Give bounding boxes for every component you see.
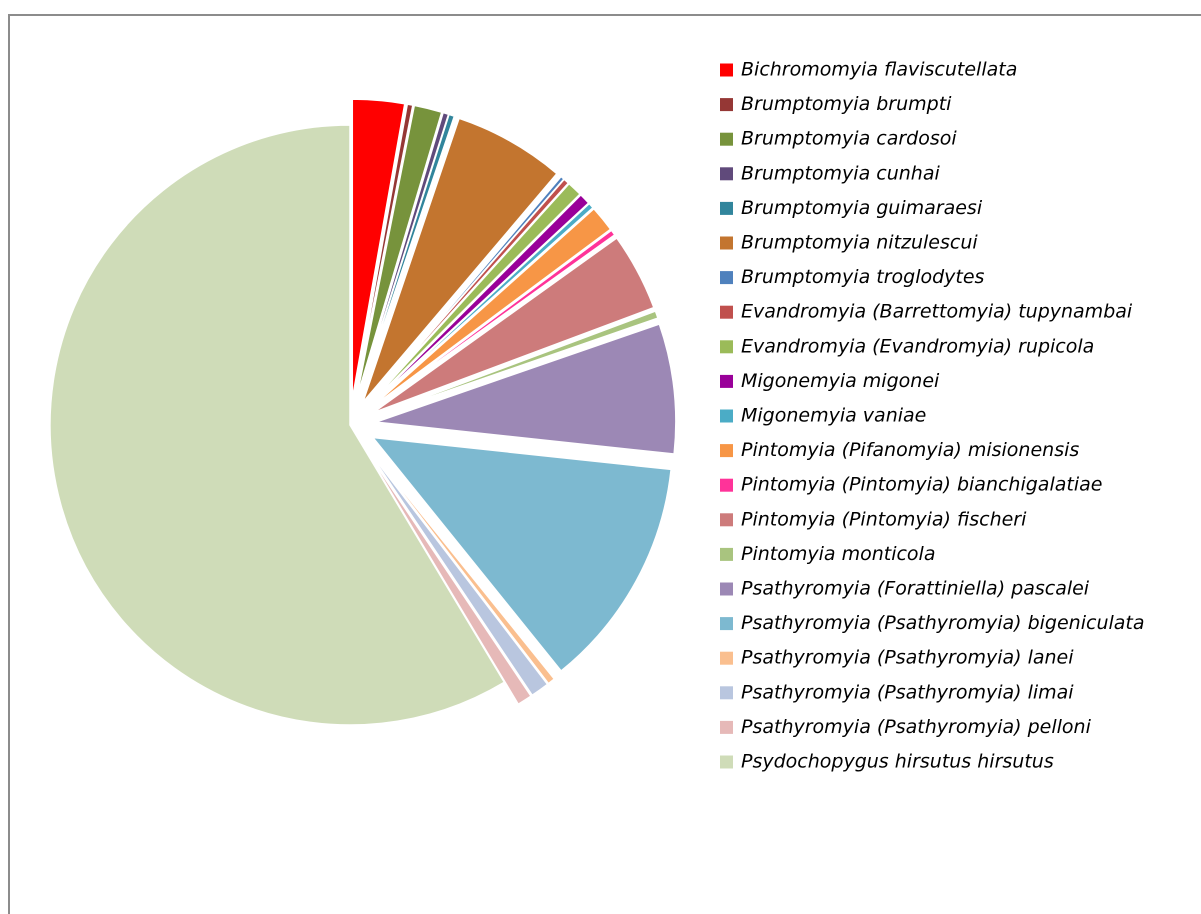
legend-swatch	[720, 374, 733, 388]
pie-slice	[366, 178, 570, 407]
pie-slice	[362, 117, 558, 403]
legend-label: Brumptomyia cunhai	[741, 162, 940, 184]
pie-slice	[364, 445, 549, 697]
legend-swatch	[720, 236, 733, 250]
legend-swatch	[720, 617, 733, 631]
legend-label: Migonemyia vaniae	[741, 405, 926, 427]
legend-label: Pintomyia (Pintomyia) bianchigalatiae	[741, 474, 1102, 496]
legend-label: Pintomyia (Pintomyia) fischeri	[741, 508, 1027, 530]
legend-label: Migonemyia migonei	[741, 370, 940, 392]
pie-slice	[355, 104, 443, 400]
legend-swatch	[720, 686, 733, 700]
pie-slice	[351, 98, 406, 400]
legend-swatch	[720, 305, 733, 319]
legend-swatch	[720, 478, 733, 492]
pie-slice	[354, 103, 414, 400]
legend-swatch	[720, 547, 733, 561]
legend-swatch	[720, 271, 733, 285]
legend-swatch	[720, 513, 733, 527]
legend-swatch	[720, 63, 733, 77]
legend-swatch	[720, 409, 733, 423]
legend-swatch	[720, 720, 733, 734]
pie-slice	[371, 436, 672, 673]
pie-slice	[368, 202, 595, 409]
legend-swatch	[720, 167, 733, 181]
legend-swatch	[720, 340, 733, 354]
pie-slice	[375, 323, 677, 455]
legend-label: Evandromyia (Barrettomyia) tupynambai	[741, 301, 1133, 323]
pie-slice	[49, 124, 506, 726]
legend-label: Psathyromyia (Psathyromyia) bigeniculata	[741, 612, 1145, 634]
pie-slice	[369, 207, 612, 410]
legend-label: Brumptomyia cardosoi	[741, 128, 957, 150]
legend-label: Brumptomyia nitzulescui	[741, 232, 978, 254]
legend-label: Psathyromyia (Psathyromyia) pelloni	[741, 716, 1092, 738]
legend-label: Brumptomyia brumpti	[741, 93, 952, 115]
legend-swatch	[720, 98, 733, 112]
legend-label: Psathyromyia (Psathyromyia) lanei	[741, 647, 1074, 669]
legend-swatch	[720, 132, 733, 146]
legend-label: Psydochopygus hirsutus hirsutus	[741, 751, 1054, 773]
pie-slice	[367, 182, 582, 407]
legend-label: Evandromyia (Evandromyia) rupicola	[741, 335, 1094, 357]
pie-slice	[370, 229, 616, 411]
pie-slice	[357, 113, 456, 401]
pie-slice	[365, 444, 556, 685]
legend-label: Psathyromyia (Psathyromyia) limai	[741, 681, 1074, 703]
legend-label: Brumptomyia guimaraesi	[741, 197, 983, 219]
chart-frame	[8, 14, 1201, 914]
legend-label: Psathyromyia (Forattiniella) pascalei	[741, 578, 1090, 600]
legend-label: Bichromomyia flaviscutellata	[741, 59, 1017, 81]
legend-swatch	[720, 651, 733, 665]
legend-label: Pintomyia monticola	[741, 543, 935, 565]
legend-swatch	[720, 201, 733, 215]
pie-slice	[363, 446, 533, 706]
legend-swatch	[720, 582, 733, 596]
legend-swatch	[720, 444, 733, 458]
pie-slice	[372, 236, 655, 414]
legend-swatch	[720, 755, 733, 769]
legend-label: Brumptomyia troglodytes	[741, 266, 985, 288]
pie-slice	[374, 310, 659, 417]
legend-label: Pintomyia (Pifanomyia) misionensis	[741, 439, 1079, 461]
